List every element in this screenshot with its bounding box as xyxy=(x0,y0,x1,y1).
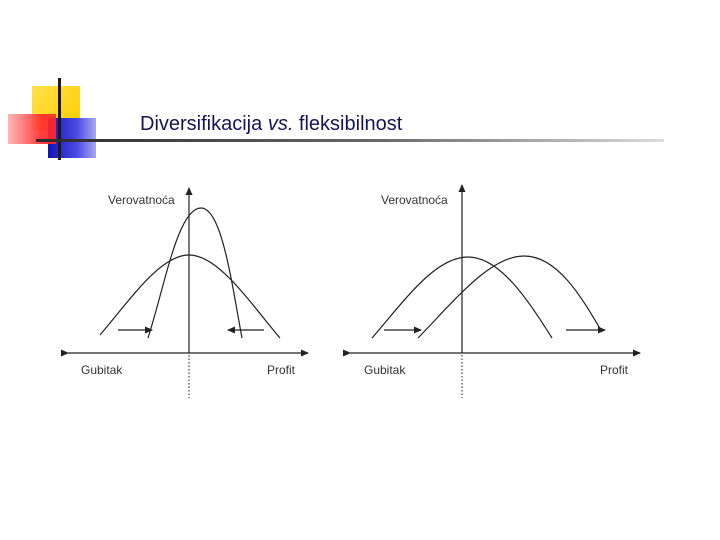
title-underline xyxy=(36,139,664,142)
left-y-axis-label: Verovatnoća xyxy=(108,193,175,207)
left-wide-curve xyxy=(99,254,281,339)
right-x-right-label: Profit xyxy=(600,363,629,377)
title-part-2: fleksibilnost xyxy=(293,113,403,135)
left-x-left-label: Gubitak xyxy=(81,363,123,377)
left-x-right-label: Profit xyxy=(267,363,296,377)
logo-blue-square xyxy=(48,118,96,158)
title-part-vs: vs. xyxy=(267,113,294,135)
slide-title: Diversifikacija vs. fleksibilnost xyxy=(140,113,402,136)
right-shifted-curve xyxy=(417,255,603,339)
logo-vertical-line xyxy=(58,78,61,160)
right-y-axis-label: Verovatnoća xyxy=(381,193,448,207)
right-panel: Verovatnoća Gubitak Profit xyxy=(343,184,641,398)
left-narrow-curve xyxy=(147,207,243,339)
left-panel: Verovatnoća Gubitak Profit xyxy=(61,187,309,398)
right-x-left-label: Gubitak xyxy=(364,363,406,377)
right-original-curve xyxy=(371,256,553,339)
title-area: Diversifikacija vs. fleksibilnost xyxy=(0,0,720,170)
title-part-1: Diversifikacija xyxy=(140,113,268,135)
